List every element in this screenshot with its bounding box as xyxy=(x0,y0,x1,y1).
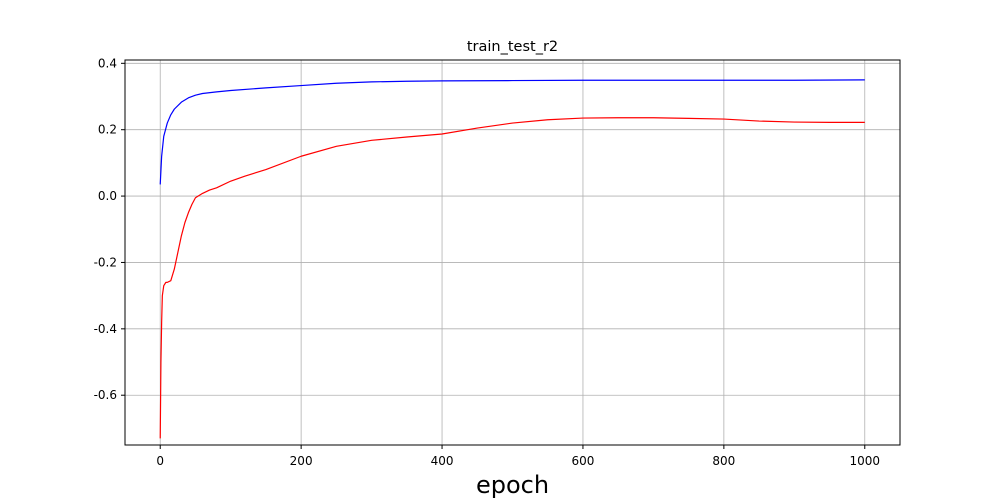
series-line-1 xyxy=(159,79,865,185)
y-tick-label: -0.2 xyxy=(94,255,117,269)
y-axis: -0.6 -0.4 -0.2 0.0 0.2 0.4 xyxy=(94,56,125,402)
chart-title: train_test_r2 xyxy=(467,39,558,55)
x-axis-label: epoch xyxy=(476,471,549,499)
y-tick-label: 0.0 xyxy=(98,189,117,203)
x-tick-label: 600 xyxy=(572,454,595,468)
x-tick-label: 0 xyxy=(156,454,164,468)
series-line-2 xyxy=(159,117,865,439)
y-tick-label: 0.4 xyxy=(98,56,117,70)
y-tick-label: -0.4 xyxy=(94,322,117,336)
grid-lines xyxy=(125,60,900,445)
plot-frame xyxy=(124,59,901,446)
x-axis: 0 200 400 600 800 1000 xyxy=(156,445,880,468)
x-tick-label: 400 xyxy=(431,454,454,468)
x-tick-label: 1000 xyxy=(849,454,880,468)
x-tick-label: 800 xyxy=(712,454,735,468)
y-tick-label: 0.2 xyxy=(98,123,117,137)
series-lines xyxy=(159,79,865,439)
y-tick-label: -0.6 xyxy=(94,388,117,402)
x-tick-label: 200 xyxy=(290,454,313,468)
